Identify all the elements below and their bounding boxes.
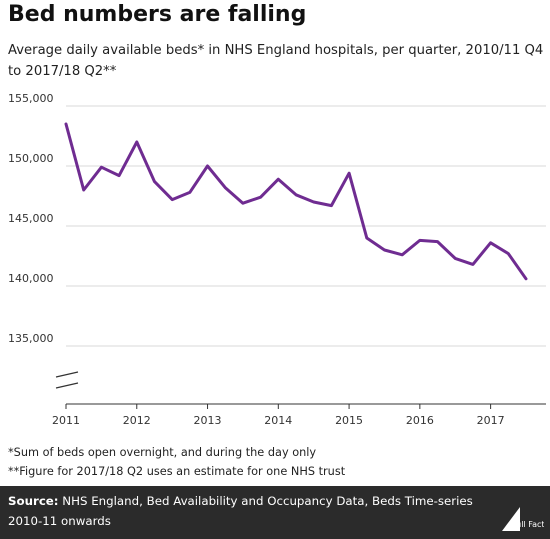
y-tick-label: 155,000 bbox=[8, 92, 54, 105]
footnote-beds: *Sum of beds open overnight, and during … bbox=[8, 446, 317, 459]
axis-break-mark bbox=[55, 371, 79, 378]
x-tick-label: 2011 bbox=[52, 414, 80, 427]
chart-subtitle: Average daily available beds* in NHS Eng… bbox=[8, 43, 544, 79]
source-line: Source: NHS England, Bed Availability an… bbox=[8, 491, 478, 531]
bed-numbers-line bbox=[64, 122, 528, 281]
y-tick-label: 150,000 bbox=[8, 152, 54, 165]
x-tick-label: 2014 bbox=[264, 414, 292, 427]
line-chart: 135,000 140,000 145,000 150,000 155,000 2011 2… bbox=[8, 92, 546, 427]
x-tick-label: 2015 bbox=[335, 414, 363, 427]
x-tick-label: 2013 bbox=[194, 414, 222, 427]
y-tick-label: 140,000 bbox=[8, 272, 54, 285]
y-tick-label: 145,000 bbox=[8, 212, 54, 225]
y-tick-label: 135,000 bbox=[8, 332, 54, 345]
source-label: Source: bbox=[8, 494, 59, 508]
x-tick-label: 2012 bbox=[123, 414, 151, 427]
source-text: NHS England, Bed Availability and Occupa… bbox=[8, 494, 473, 528]
source-footer: Source: NHS England, Bed Availability an… bbox=[0, 486, 550, 539]
footnote-estimate: **Figure for 2017/18 Q2 uses an estimate… bbox=[8, 465, 346, 478]
axis-break-mark bbox=[55, 382, 79, 389]
chart-title: Bed numbers are falling bbox=[8, 2, 307, 27]
svg-text:Full Fact: Full Fact bbox=[512, 520, 544, 529]
x-tick-label: 2017 bbox=[477, 414, 505, 427]
x-tick-label: 2016 bbox=[406, 414, 434, 427]
full-fact-logo: Full Fact bbox=[502, 507, 544, 531]
